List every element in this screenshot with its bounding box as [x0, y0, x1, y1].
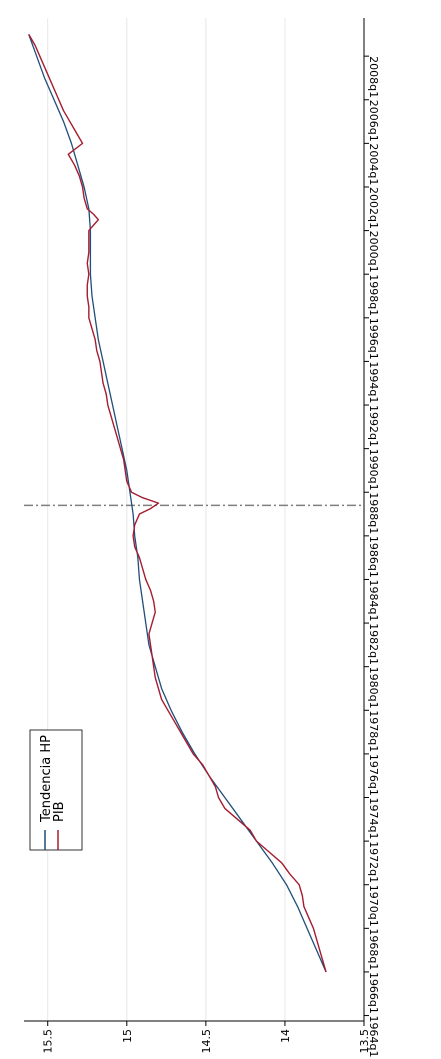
x-tick-label: 2006q1 — [367, 100, 380, 142]
legend-label: Tendencia HP — [39, 735, 54, 823]
legend-box — [29, 729, 83, 851]
x-tick-label: 2008q1 — [367, 56, 380, 98]
y-tick-label: 15.5 — [42, 1029, 55, 1054]
x-tick-label: 1994q1 — [367, 361, 380, 403]
y-tick-label: 14 — [279, 1029, 292, 1043]
x-tick-label: 1976q1 — [367, 754, 380, 796]
x-tick-label: 1978q1 — [367, 710, 380, 752]
x-tick-label: 1982q1 — [367, 623, 380, 665]
x-tick-label: 1986q1 — [367, 536, 380, 578]
series-line-tendencia-hp — [28, 34, 327, 973]
y-tick-label: 14.5 — [200, 1029, 213, 1054]
x-tick-label: 1990q1 — [367, 449, 380, 491]
legend-label: PIB — [52, 801, 67, 822]
x-tick-label: 1998q1 — [367, 274, 380, 316]
x-tick-label: 1966q1 — [367, 972, 380, 1014]
y-tick-label: 15 — [121, 1029, 134, 1043]
x-tick-label: 2002q1 — [367, 187, 380, 229]
series-lines — [28, 33, 327, 973]
x-tick-label: 1996q1 — [367, 318, 380, 360]
x-tick-label: 1970q1 — [367, 885, 380, 927]
plot-area — [24, 18, 364, 1021]
x-tick-label: 2000q1 — [367, 231, 380, 273]
x-tick-label: 1984q1 — [367, 579, 380, 621]
series-line-pib — [28, 33, 327, 973]
x-tick-label: 1964q1 — [367, 1016, 380, 1058]
y-tick-label: 13.5 — [358, 1029, 371, 1054]
x-tick-label: 1980q1 — [367, 667, 380, 709]
y-axis-ticks: 13.5 14 14.5 15 15.5 — [42, 1021, 371, 1054]
x-tick-label: 1992q1 — [367, 405, 380, 447]
x-tick-label: 1972q1 — [367, 841, 380, 883]
x-tick-label: 2004q1 — [367, 143, 380, 185]
x-tick-label: 1968q1 — [367, 928, 380, 970]
x-tick-label: 1974q1 — [367, 798, 380, 840]
x-tick-label: 1988q1 — [367, 492, 380, 534]
